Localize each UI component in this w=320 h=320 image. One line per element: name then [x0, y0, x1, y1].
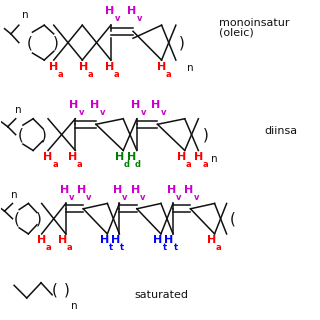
Text: v: v — [122, 193, 128, 202]
Text: n: n — [15, 105, 21, 115]
Text: v: v — [137, 14, 143, 23]
Text: H: H — [184, 186, 194, 196]
Text: v: v — [115, 14, 121, 23]
Text: n: n — [22, 11, 28, 20]
Text: a: a — [67, 244, 72, 252]
Text: ): ) — [63, 283, 69, 298]
Text: monoinsatur: monoinsatur — [219, 18, 289, 28]
Text: H: H — [90, 100, 99, 110]
Text: H: H — [58, 236, 67, 245]
Text: (: ( — [27, 35, 33, 50]
Text: n: n — [187, 63, 194, 73]
Text: H: H — [113, 186, 123, 196]
Text: v: v — [176, 193, 181, 202]
Text: a: a — [216, 244, 221, 252]
Text: v: v — [193, 193, 199, 202]
Text: saturated: saturated — [135, 290, 188, 300]
Text: n: n — [11, 190, 17, 200]
Text: t: t — [109, 244, 113, 252]
Text: t: t — [174, 244, 178, 252]
Text: H: H — [105, 62, 114, 72]
Text: H: H — [69, 100, 78, 110]
Text: a: a — [58, 69, 64, 79]
Text: H: H — [177, 152, 186, 162]
Text: d: d — [135, 160, 141, 169]
Text: H: H — [157, 62, 166, 72]
Text: (oleic): (oleic) — [219, 28, 253, 38]
Text: (: ( — [18, 127, 23, 142]
Text: ): ) — [36, 211, 42, 226]
Text: H: H — [44, 152, 53, 162]
Text: n: n — [71, 301, 78, 311]
Text: H: H — [126, 152, 136, 162]
Text: (: ( — [230, 211, 236, 226]
Text: H: H — [194, 152, 203, 162]
Text: H: H — [49, 62, 58, 72]
Text: v: v — [86, 193, 92, 202]
Text: H: H — [116, 152, 125, 162]
Text: a: a — [76, 160, 82, 169]
Text: a: a — [186, 160, 191, 169]
Text: H: H — [164, 236, 173, 245]
Text: H: H — [151, 100, 161, 110]
Text: H: H — [68, 152, 77, 162]
Text: a: a — [52, 160, 58, 169]
Text: ): ) — [203, 127, 209, 142]
Text: v: v — [79, 108, 84, 117]
Text: a: a — [113, 69, 119, 79]
Text: v: v — [140, 108, 146, 117]
Text: v: v — [100, 108, 105, 117]
Text: H: H — [131, 186, 140, 196]
Text: t: t — [120, 244, 124, 252]
Text: ): ) — [179, 35, 185, 50]
Text: v: v — [161, 108, 166, 117]
Text: a: a — [46, 244, 52, 252]
Text: v: v — [140, 193, 145, 202]
Text: (: ( — [52, 283, 58, 298]
Text: a: a — [88, 69, 94, 79]
Text: H: H — [37, 236, 46, 245]
Text: diinsa: diinsa — [265, 126, 298, 136]
Text: a: a — [166, 69, 172, 79]
Text: H: H — [77, 186, 86, 196]
Text: H: H — [100, 236, 109, 245]
Text: H: H — [167, 186, 176, 196]
Text: n: n — [211, 154, 218, 164]
Text: ): ) — [53, 35, 59, 50]
Text: H: H — [207, 236, 216, 245]
Text: H: H — [127, 6, 136, 16]
Text: H: H — [153, 236, 163, 245]
Text: H: H — [131, 100, 140, 110]
Text: v: v — [69, 193, 74, 202]
Text: H: H — [60, 186, 69, 196]
Text: t: t — [163, 244, 167, 252]
Text: (: ( — [14, 211, 20, 226]
Text: H: H — [111, 236, 120, 245]
Text: H: H — [105, 6, 114, 16]
Text: ): ) — [41, 127, 47, 142]
Text: d: d — [124, 160, 130, 169]
Text: H: H — [79, 62, 89, 72]
Text: a: a — [203, 160, 208, 169]
